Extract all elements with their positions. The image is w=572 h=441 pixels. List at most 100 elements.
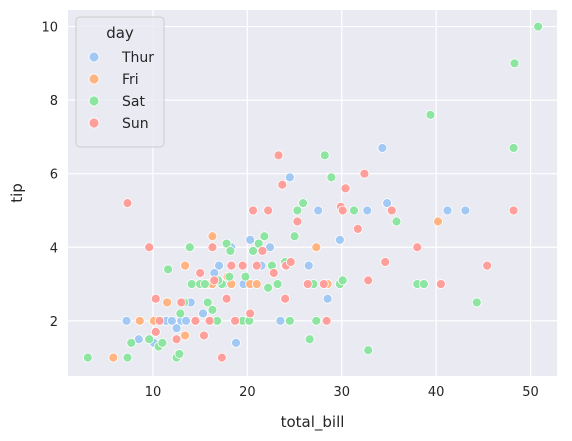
data-point bbox=[377, 143, 388, 153]
x-tick-label: 20 bbox=[239, 385, 256, 400]
data-point bbox=[150, 293, 161, 304]
legend-marker bbox=[88, 117, 100, 129]
data-point bbox=[386, 205, 397, 216]
data-point bbox=[202, 297, 213, 308]
legend-items: Thur Fri Sat Sun bbox=[88, 50, 154, 132]
y-tick-label: 10 bbox=[41, 21, 58, 36]
data-point bbox=[263, 282, 274, 293]
data-point bbox=[382, 198, 392, 209]
data-point bbox=[322, 293, 333, 304]
data-point bbox=[509, 58, 520, 69]
data-point bbox=[273, 150, 284, 161]
legend-title: day bbox=[106, 24, 134, 42]
data-point bbox=[471, 297, 482, 308]
data-point bbox=[319, 150, 330, 161]
data-point bbox=[180, 260, 190, 271]
data-point bbox=[209, 275, 220, 286]
data-point bbox=[298, 198, 308, 209]
data-point bbox=[259, 231, 270, 242]
legend-label: Sat bbox=[122, 94, 145, 110]
data-point bbox=[225, 246, 236, 256]
x-tick-label: 40 bbox=[428, 385, 445, 400]
data-point bbox=[340, 183, 351, 194]
data-point bbox=[391, 216, 402, 227]
data-point bbox=[359, 168, 370, 179]
data-point bbox=[285, 257, 296, 267]
data-point bbox=[349, 205, 359, 216]
data-point bbox=[380, 257, 391, 267]
data-point bbox=[311, 242, 322, 253]
data-point bbox=[412, 242, 423, 253]
data-point bbox=[352, 223, 363, 234]
data-point bbox=[435, 279, 446, 289]
data-point bbox=[433, 216, 443, 227]
data-point bbox=[251, 260, 262, 271]
data-point bbox=[313, 205, 324, 216]
data-point bbox=[303, 260, 314, 271]
data-point bbox=[304, 334, 315, 345]
data-point bbox=[171, 334, 182, 345]
data-point bbox=[126, 337, 137, 348]
data-point bbox=[226, 260, 237, 271]
data-point bbox=[275, 315, 286, 326]
data-point bbox=[199, 330, 209, 341]
data-point bbox=[533, 21, 544, 32]
legend-label: Thur bbox=[121, 50, 154, 66]
data-point bbox=[134, 315, 145, 326]
data-point bbox=[277, 179, 288, 190]
legend-marker bbox=[88, 51, 100, 63]
data-point bbox=[508, 143, 519, 153]
data-point bbox=[245, 308, 256, 319]
data-point bbox=[171, 323, 182, 334]
x-tick-label: 50 bbox=[522, 385, 539, 400]
data-point bbox=[460, 205, 471, 216]
data-point bbox=[216, 352, 227, 363]
data-point bbox=[166, 315, 177, 326]
data-point bbox=[204, 315, 215, 326]
data-point bbox=[230, 315, 240, 326]
data-point bbox=[363, 345, 374, 356]
data-point bbox=[418, 279, 429, 289]
data-point bbox=[248, 246, 258, 256]
data-point bbox=[240, 271, 251, 282]
data-point bbox=[163, 264, 173, 275]
series-sun bbox=[122, 150, 519, 363]
data-point bbox=[263, 205, 274, 216]
data-point bbox=[207, 231, 218, 242]
data-points bbox=[82, 21, 544, 363]
data-point bbox=[150, 326, 161, 337]
data-point bbox=[176, 297, 187, 308]
data-point bbox=[326, 172, 337, 183]
legend-box bbox=[75, 16, 165, 148]
x-tick-label: 10 bbox=[145, 385, 162, 400]
data-point bbox=[184, 242, 195, 253]
data-point bbox=[108, 352, 119, 363]
data-point bbox=[207, 242, 218, 253]
data-point bbox=[82, 352, 93, 363]
data-point bbox=[144, 334, 155, 345]
y-tick-label: 8 bbox=[50, 94, 58, 109]
data-point bbox=[207, 304, 218, 315]
data-point bbox=[311, 315, 322, 326]
data-point bbox=[362, 205, 373, 216]
data-point bbox=[482, 260, 493, 271]
data-point bbox=[292, 216, 303, 227]
data-point bbox=[199, 279, 210, 289]
data-point bbox=[289, 231, 300, 242]
x-tick-label: 30 bbox=[333, 385, 350, 400]
data-point bbox=[284, 315, 295, 326]
legend-label: Sun bbox=[122, 116, 149, 132]
y-tick-label: 4 bbox=[50, 241, 58, 256]
data-point bbox=[337, 275, 348, 286]
x-axis-ticks: 10 20 30 40 50 bbox=[145, 385, 539, 400]
data-point bbox=[257, 246, 268, 256]
y-axis-label: tip bbox=[8, 183, 26, 203]
data-point bbox=[214, 260, 224, 271]
data-point bbox=[221, 293, 232, 304]
y-tick-label: 2 bbox=[50, 315, 58, 330]
data-point bbox=[195, 268, 206, 278]
data-point bbox=[122, 198, 133, 209]
data-point bbox=[248, 205, 258, 216]
data-point bbox=[363, 275, 374, 286]
